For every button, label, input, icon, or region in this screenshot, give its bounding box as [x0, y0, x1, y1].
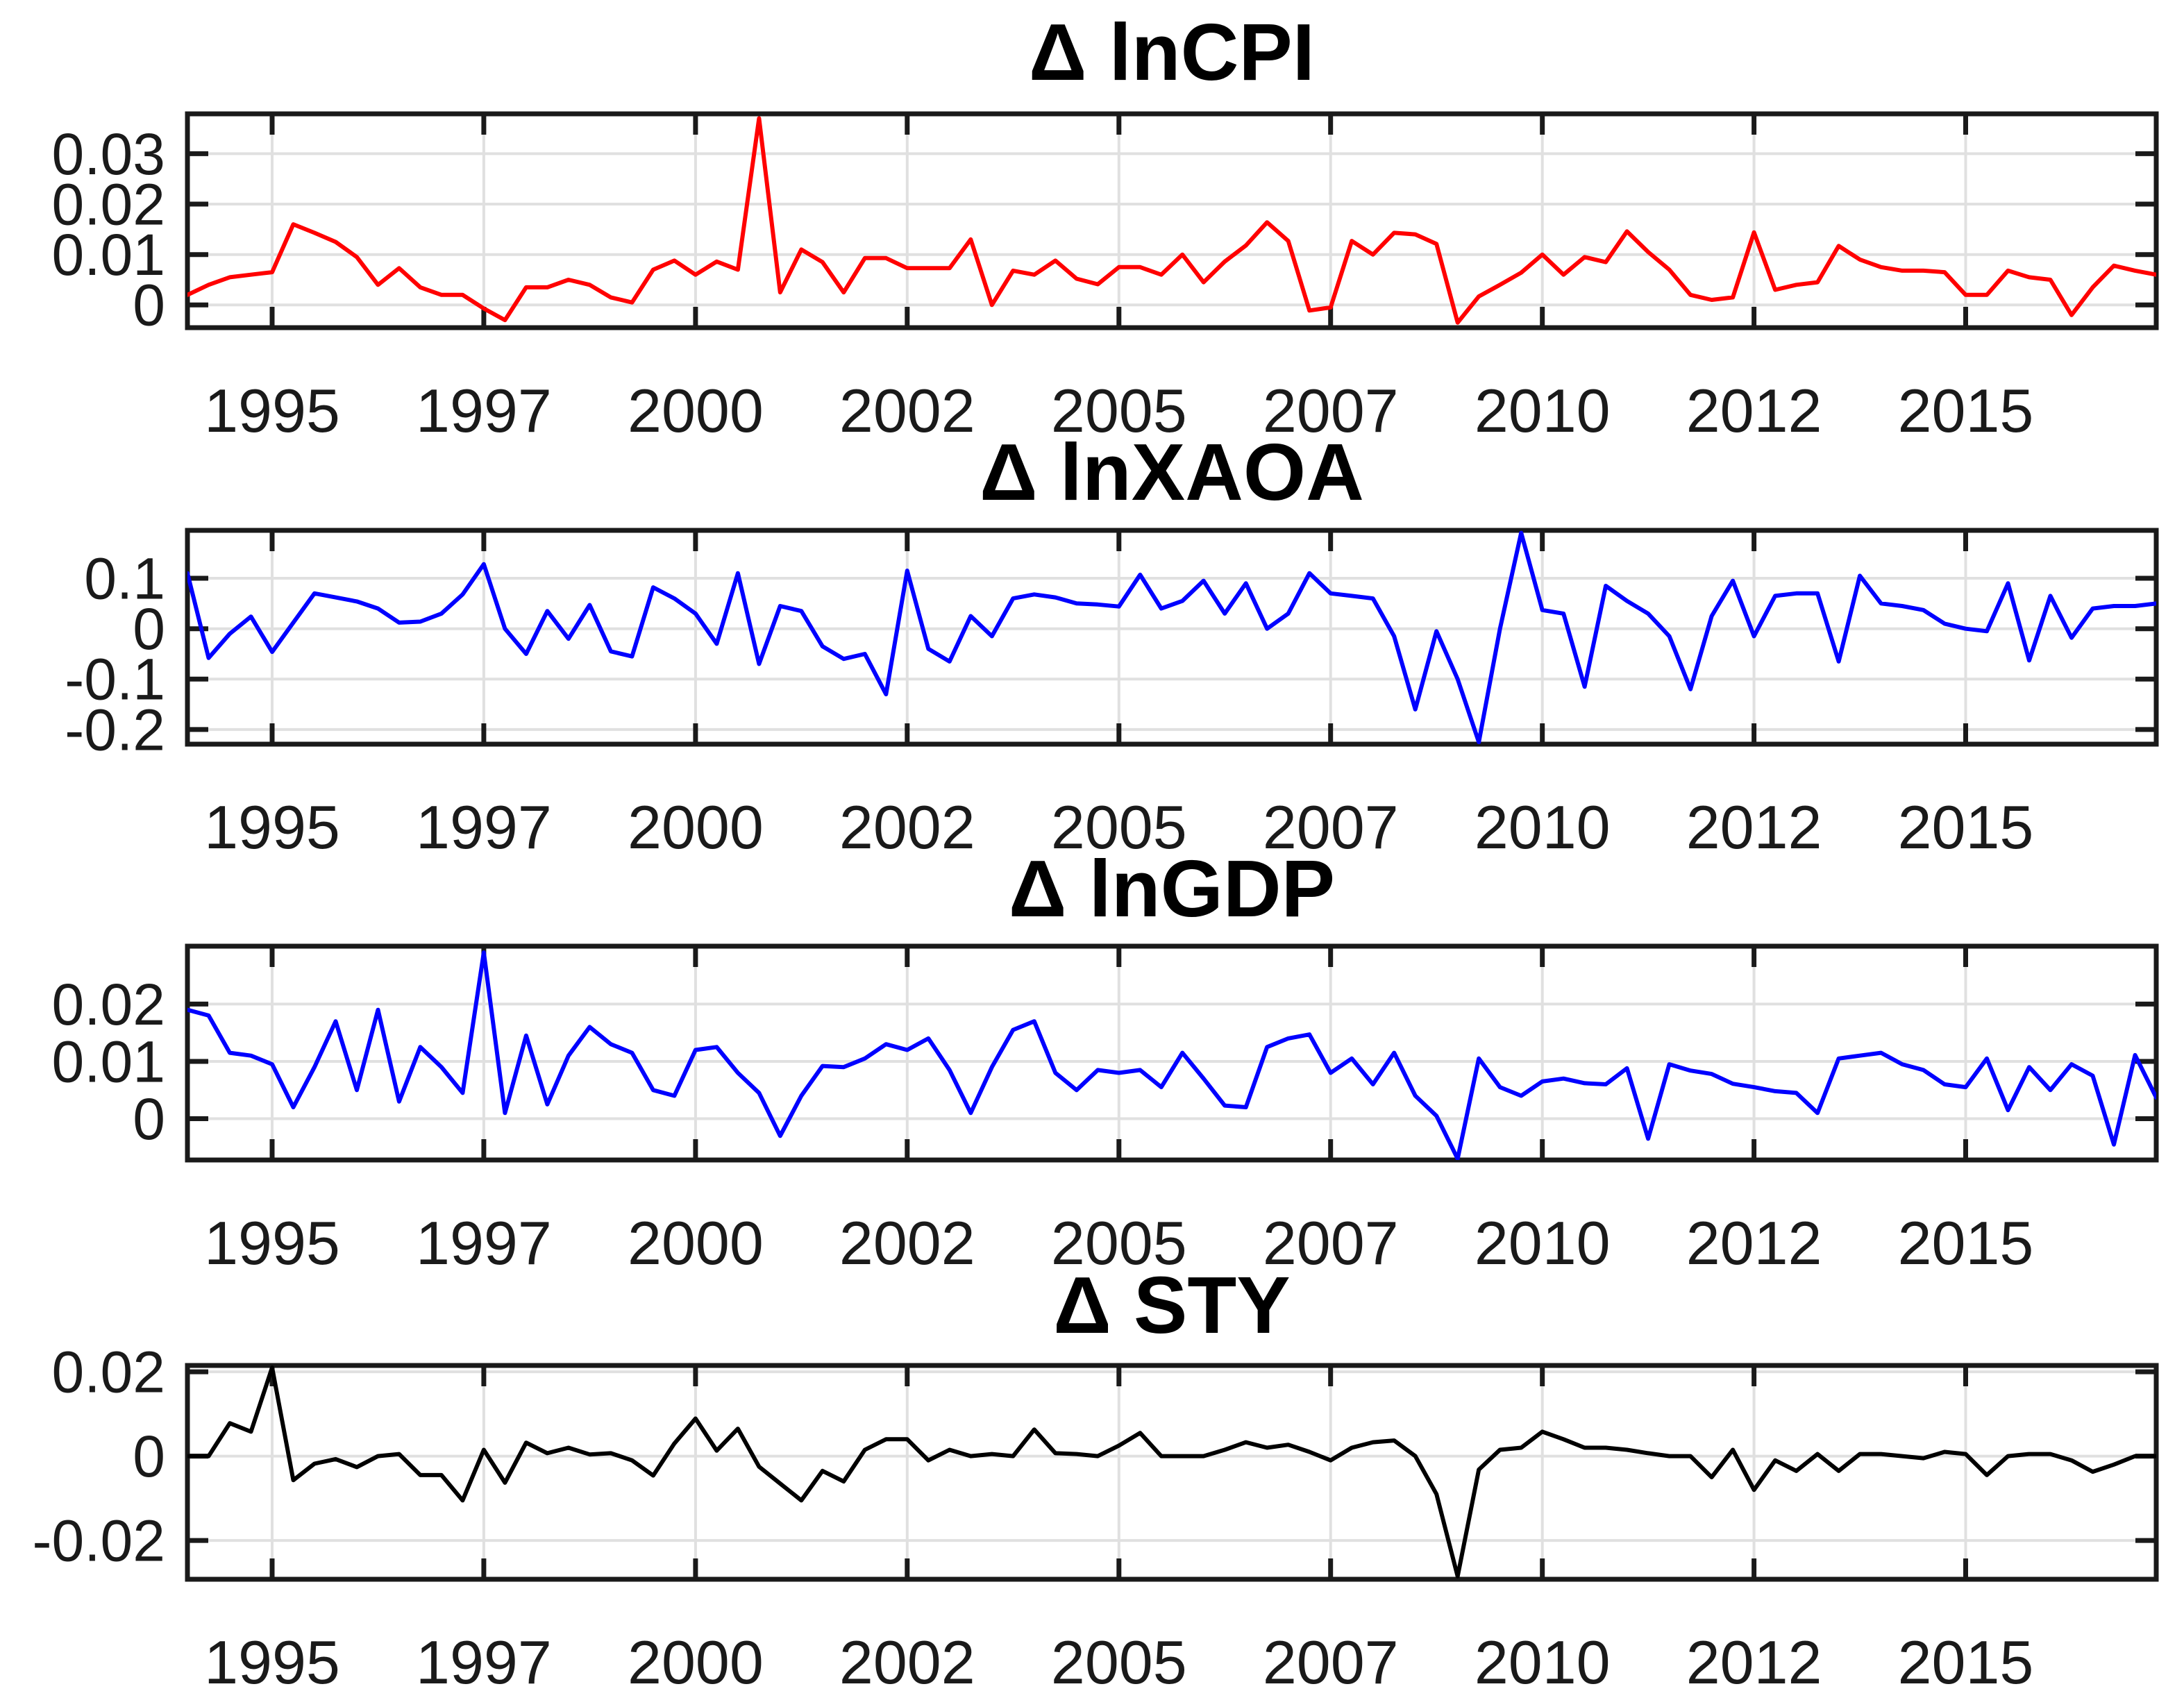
y-tick-label: 0.1 — [84, 546, 165, 611]
x-tick-label: 2000 — [628, 376, 764, 445]
y-tick-label: 0 — [133, 1086, 165, 1152]
x-tick-label: 2010 — [1475, 793, 1611, 861]
axes-box — [185, 528, 2159, 747]
y-tick-label: 0.02 — [52, 171, 166, 237]
x-tick-label: 2015 — [1898, 1628, 2034, 1697]
series-line-lncpi — [187, 116, 2156, 325]
chart-panel-sty: 0.02 0 -0.02 1995 1997 2000 2002 2005 2007 2010 20… — [33, 1340, 2159, 1697]
x-tick-label: 1997 — [416, 376, 552, 445]
y-tick-label: 0.01 — [52, 222, 166, 287]
x-tick-label: 2002 — [839, 1209, 975, 1277]
chart-panel-lncpi: 0.030.020.010 1995 1997 2000 2002 2005 2007 201… — [52, 111, 2159, 445]
y-tick-label: -0.02 — [33, 1508, 165, 1574]
y-tick-label: 0.02 — [52, 1340, 166, 1405]
chart-title-lncpi: Δ lnCPI — [1028, 7, 1316, 97]
x-tick-label: 2010 — [1475, 1628, 1611, 1697]
x-tick-label: 2000 — [628, 1628, 764, 1697]
x-tick-label: 2002 — [839, 793, 975, 861]
x-tick-label: 2005 — [1051, 793, 1187, 861]
x-tick-label: 2000 — [628, 793, 764, 861]
y-tick-label: 0 — [133, 273, 165, 338]
chart-title-lngdp: Δ lnGDP — [1008, 843, 1336, 934]
series-line-sty — [187, 1365, 2156, 1579]
x-tick-label: 1995 — [204, 1628, 340, 1697]
chart-panel-lnxaoa: 0.10-0.1-0.2 1995 1997 2000 2002 2005 2007 2010… — [65, 528, 2159, 861]
x-tick-label: 2005 — [1051, 1209, 1187, 1277]
x-tick-label: 2012 — [1686, 376, 1822, 445]
axes-box — [185, 943, 2159, 1163]
axes-box — [185, 111, 2159, 330]
x-tick-label: 2015 — [1898, 793, 2034, 861]
x-tick-label: 2005 — [1051, 376, 1187, 445]
chart-title-lnxaoa: Δ lnXAOA — [980, 427, 1364, 517]
x-tick-label: 1995 — [204, 376, 340, 445]
y-tick-label: 0 — [133, 596, 165, 662]
x-tick-label: 1995 — [204, 793, 340, 861]
x-tick-label: 2007 — [1263, 1209, 1399, 1277]
y-tick-label: 0 — [133, 1424, 165, 1489]
x-tick-label: 2012 — [1686, 1209, 1822, 1277]
x-tick-label: 2005 — [1051, 1628, 1187, 1697]
x-tick-label: 2000 — [628, 1209, 764, 1277]
x-tick-label: 2002 — [839, 1628, 975, 1697]
y-tick-label: 0.01 — [52, 1029, 166, 1094]
series-line-lngdp — [187, 950, 2156, 1160]
y-tick-label: 0.03 — [52, 121, 166, 187]
x-tick-label: 1995 — [204, 1209, 340, 1277]
chart-title-sty: Δ STY — [1053, 1260, 1291, 1350]
x-tick-label: 2015 — [1898, 1209, 2034, 1277]
x-tick-label: 2012 — [1686, 1628, 1822, 1697]
x-tick-label: 1997 — [416, 793, 552, 861]
x-tick-label: 2007 — [1263, 376, 1399, 445]
axes-box — [185, 1363, 2159, 1582]
x-tick-label: 2007 — [1263, 1628, 1399, 1697]
x-tick-label: 2007 — [1263, 793, 1399, 861]
y-tick-label: -0.2 — [65, 697, 165, 762]
x-tick-label: 2010 — [1475, 1209, 1611, 1277]
x-tick-label: 2002 — [839, 376, 975, 445]
x-tick-label: 2012 — [1686, 793, 1822, 861]
y-tick-label: -0.1 — [65, 647, 165, 712]
x-tick-label: 1997 — [416, 1209, 552, 1277]
x-tick-label: 1997 — [416, 1628, 552, 1697]
x-tick-label: 2010 — [1475, 376, 1611, 445]
y-tick-label: 0.02 — [52, 972, 166, 1037]
series-line-lnxaoa — [187, 530, 2156, 744]
chart-panel-lngdp: 0.020.010 1995 1997 2000 2002 2005 2007 2010 201… — [52, 943, 2159, 1277]
x-tick-label: 2015 — [1898, 376, 2034, 445]
